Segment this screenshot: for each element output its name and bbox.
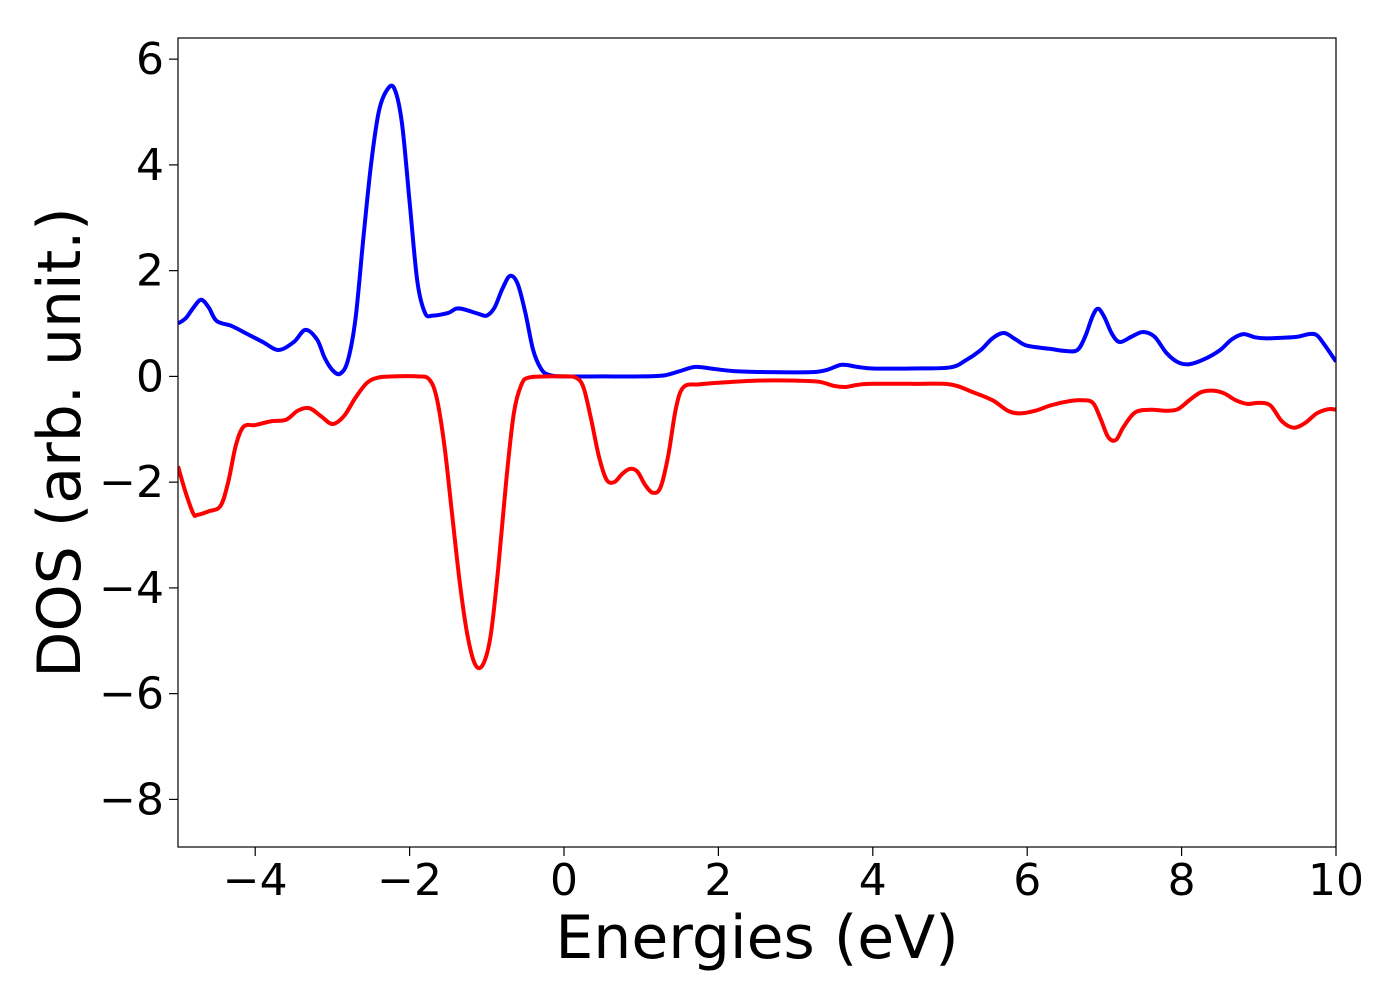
x-axis-ticks: −4 −2 0 2 4 6 8 10 [223,847,1364,906]
y-tick-label: −4 [99,563,164,614]
y-tick-label: 0 [136,351,164,402]
x-tick-label: 0 [550,855,578,906]
x-tick-label: 8 [1168,855,1196,906]
series-layer [178,83,1336,671]
y-tick-label: 6 [136,34,164,85]
plot-frame [177,37,1337,848]
x-tick-label: −2 [377,855,442,906]
y-tick-label: −2 [99,457,164,508]
x-tick-label: 2 [704,855,732,906]
y-axis-ticks: −8 −6 −4 −2 0 2 4 6 [99,34,178,825]
y-axis-title: DOS (arb. unit.) [25,207,95,677]
y-tick-label: 4 [136,140,164,191]
x-tick-label: 4 [859,855,887,906]
x-axis-title: Energies (eV) [555,903,958,973]
y-tick-label: −8 [99,774,164,825]
x-tick-label: −4 [223,855,288,906]
series-line-2 [178,374,1336,671]
x-tick-label: 6 [1013,855,1041,906]
y-tick-label: 2 [136,246,164,297]
y-tick-label: −6 [99,669,164,720]
x-tick-label: 10 [1308,855,1364,906]
series-line-1 [178,83,1336,379]
